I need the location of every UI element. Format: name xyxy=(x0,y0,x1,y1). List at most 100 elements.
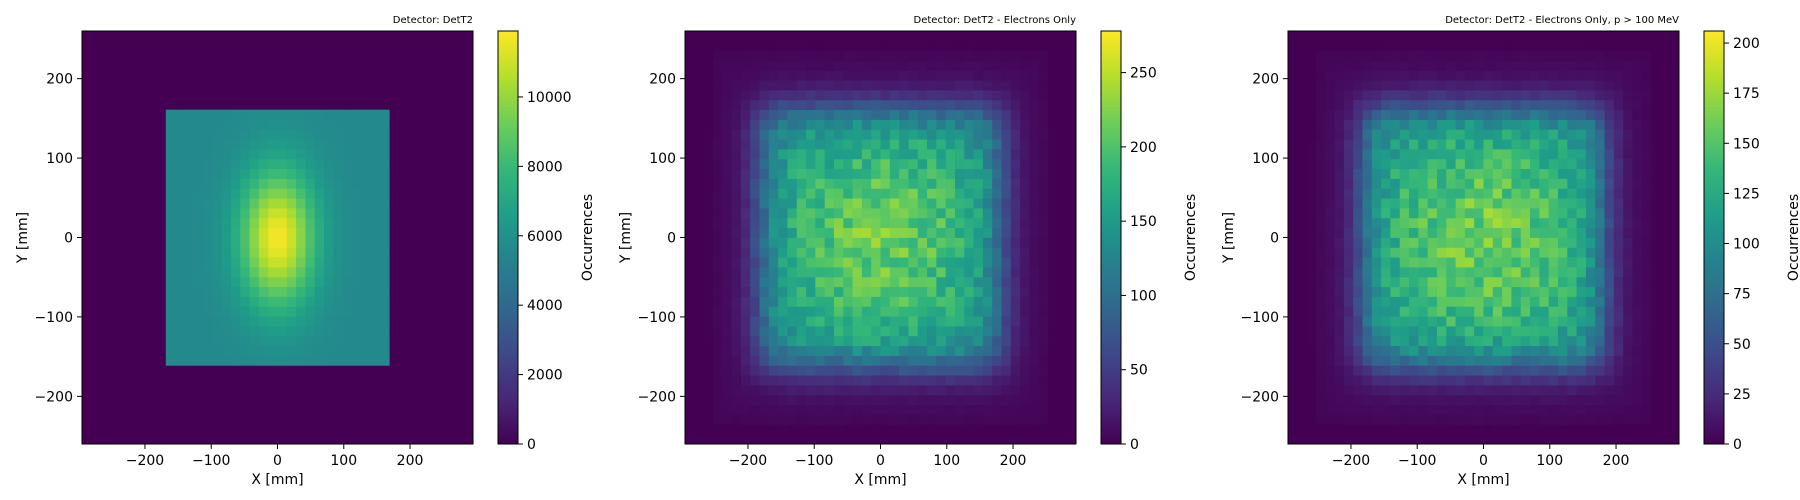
heatmap-cell xyxy=(1492,276,1503,288)
heatmap-cell xyxy=(927,296,937,307)
heatmap-cell xyxy=(1455,257,1466,268)
heatmap-cell xyxy=(731,375,742,386)
heatmap-cell xyxy=(277,286,288,297)
heatmap-cell xyxy=(787,296,798,307)
heatmap-cell xyxy=(1530,198,1540,209)
y-axis-label: Y [mm] xyxy=(618,212,634,264)
heatmap-cell xyxy=(861,434,872,445)
colorbar-segment xyxy=(498,223,518,228)
heatmap-cell xyxy=(880,385,891,396)
chart-title: Detector: DetT2 - Electrons Only, p > 10… xyxy=(1445,15,1679,26)
heatmap-cell xyxy=(249,355,260,366)
heatmap-cell xyxy=(1474,99,1484,111)
heatmap-cell xyxy=(787,365,798,376)
heatmap-cell xyxy=(1520,237,1531,248)
heatmap-cell xyxy=(740,99,751,111)
heatmap-cell xyxy=(361,109,371,120)
heatmap-cell xyxy=(694,306,705,317)
heatmap-cell xyxy=(731,286,742,297)
heatmap-cell xyxy=(759,267,770,278)
heatmap-cell xyxy=(1371,316,1382,327)
colorbar-segment xyxy=(1101,137,1121,142)
colorbar-segment xyxy=(498,416,518,421)
heatmap-cell xyxy=(1669,385,1680,396)
heatmap-cell xyxy=(871,414,881,425)
heatmap-cell xyxy=(899,227,909,238)
heatmap-cell xyxy=(277,198,288,209)
heatmap-cell xyxy=(1306,168,1317,179)
heatmap-cell xyxy=(899,90,909,101)
heatmap-cell xyxy=(1334,129,1345,140)
heatmap-cell xyxy=(1660,188,1671,199)
heatmap-cell xyxy=(1057,434,1068,445)
heatmap-cell xyxy=(908,168,919,179)
heatmap-cell xyxy=(1436,99,1447,111)
heatmap-cell xyxy=(1436,345,1447,356)
colorbar-segment xyxy=(1704,433,1724,438)
heatmap-cell xyxy=(824,40,835,52)
heatmap-cell xyxy=(221,345,232,356)
heatmap-cell xyxy=(361,355,371,366)
heatmap-cell xyxy=(1048,109,1058,120)
heatmap-cell xyxy=(1038,119,1049,130)
heatmap-cell xyxy=(1464,217,1475,229)
heatmap-cell xyxy=(899,198,909,209)
heatmap-cell xyxy=(212,188,223,199)
heatmap-cell xyxy=(936,129,947,140)
heatmap-cell xyxy=(1325,414,1335,425)
heatmap-cell xyxy=(1362,375,1373,386)
heatmap-cell xyxy=(1567,158,1577,170)
heatmap-cell xyxy=(843,316,853,327)
heatmap-cell xyxy=(880,188,891,199)
colorbar-segment xyxy=(1101,323,1121,328)
heatmap-cell xyxy=(824,414,835,425)
heatmap-cell xyxy=(1651,276,1661,288)
heatmap-cell xyxy=(1297,286,1308,297)
heatmap-cell xyxy=(973,158,984,170)
heatmap-cell xyxy=(1343,119,1354,130)
colorbar-segment xyxy=(498,285,518,290)
heatmap-cell xyxy=(1001,90,1012,101)
heatmap-cell xyxy=(1427,276,1438,288)
heatmap-cell xyxy=(778,257,788,268)
heatmap-cell xyxy=(694,31,705,42)
heatmap-cell xyxy=(992,375,1002,386)
heatmap-cell xyxy=(1455,404,1466,415)
heatmap-cell xyxy=(880,257,891,268)
heatmap-cell xyxy=(712,365,723,376)
heatmap-cell xyxy=(1474,276,1484,288)
heatmap-cell xyxy=(230,158,241,170)
heatmap-cell xyxy=(1381,217,1391,229)
heatmap-cell xyxy=(1436,109,1447,120)
heatmap-cell xyxy=(703,355,714,366)
heatmap-cell xyxy=(1066,355,1077,366)
heatmap-cell xyxy=(694,40,705,52)
heatmap-cell xyxy=(1325,158,1335,170)
heatmap-cell xyxy=(1315,306,1326,317)
colorbar-segment xyxy=(1704,309,1724,314)
heatmap-cell xyxy=(1399,60,1410,71)
heatmap-cell xyxy=(1613,50,1624,61)
heatmap-cell xyxy=(1567,188,1577,199)
heatmap-cell xyxy=(230,257,241,268)
heatmap-cell xyxy=(1557,60,1568,71)
heatmap-cell xyxy=(379,119,390,130)
heatmap-cell xyxy=(982,31,993,42)
heatmap-cell xyxy=(1381,345,1391,356)
heatmap-cell xyxy=(982,385,993,396)
heatmap-cell xyxy=(871,119,881,130)
heatmap-cell xyxy=(824,139,835,150)
heatmap-cell xyxy=(852,257,863,268)
heatmap-cell xyxy=(1334,286,1345,297)
heatmap-cell xyxy=(1651,424,1661,435)
heatmap-cell xyxy=(917,335,928,347)
heatmap-cell xyxy=(843,31,853,42)
heatmap-cell xyxy=(908,70,919,81)
heatmap-cell xyxy=(212,178,223,189)
heatmap-cell xyxy=(703,434,714,445)
heatmap-cell xyxy=(880,306,891,317)
heatmap-cell xyxy=(342,306,353,317)
heatmap-cell xyxy=(1020,217,1030,229)
heatmap-cell xyxy=(1343,31,1354,42)
colorbar-segment xyxy=(1101,72,1121,77)
